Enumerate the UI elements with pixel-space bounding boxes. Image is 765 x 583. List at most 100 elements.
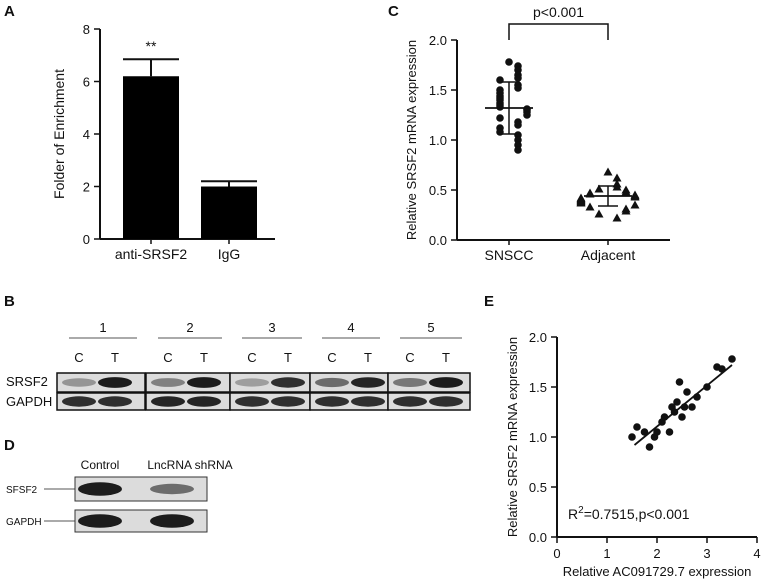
x-tick-label: IgG <box>218 246 241 262</box>
blot-band <box>235 396 269 407</box>
data-point <box>675 378 684 386</box>
data-point <box>514 146 522 154</box>
lane-label: C <box>163 350 172 365</box>
data-point <box>665 428 674 436</box>
x-tick-label: SNSCC <box>484 247 533 263</box>
panel-label-b: B <box>4 293 15 310</box>
data-point <box>603 167 613 176</box>
blot-band <box>187 377 221 388</box>
y-tick-label: 4 <box>83 127 90 142</box>
group-label: 5 <box>427 320 434 335</box>
x-axis-label: Relative AC091729.7 expression <box>563 564 752 579</box>
y-tick-label: 0 <box>83 232 90 247</box>
lane-label: LncRNA shRNA <box>147 458 232 472</box>
lane-label: Control <box>81 458 120 472</box>
lane-label: T <box>200 350 208 365</box>
panel-label-d: D <box>4 437 15 454</box>
lane-label: C <box>405 350 414 365</box>
data-point <box>621 187 631 196</box>
blot-band <box>150 514 194 528</box>
blot-band <box>315 396 349 407</box>
y-tick-label: 2 <box>83 180 90 195</box>
blot-band <box>187 396 221 407</box>
y-tick-label: 1.0 <box>529 430 547 445</box>
panel-label-a: A <box>4 3 15 20</box>
lane-label: T <box>364 350 372 365</box>
blot-row-label: GAPDH <box>6 517 42 528</box>
y-axis-label: Relative SRSF2 mRNA expression <box>505 337 520 537</box>
data-point <box>683 388 691 396</box>
y-tick-label: 1.0 <box>429 133 447 148</box>
data-point <box>621 206 631 215</box>
bar <box>123 76 179 239</box>
x-tick-label: 0 <box>553 546 560 561</box>
r-squared-label: R2=0.7515,p<0.001 <box>568 505 690 522</box>
blot-band <box>351 396 385 407</box>
group-label: 2 <box>186 320 193 335</box>
x-tick-label: anti-SRSF2 <box>115 246 188 262</box>
blot-band <box>271 396 305 407</box>
r-squared-stats: =0.7515,p<0.001 <box>584 506 690 522</box>
y-tick-label: 8 <box>83 22 90 37</box>
y-tick-label: 0.5 <box>529 480 547 495</box>
blot-band <box>393 396 427 407</box>
blot-band <box>393 378 427 387</box>
p-value-label: p<0.001 <box>533 4 584 20</box>
data-point <box>628 433 636 441</box>
data-point <box>505 58 513 66</box>
data-point <box>523 111 531 119</box>
blot-band <box>151 396 185 407</box>
y-tick-label: 2.0 <box>429 33 447 48</box>
data-point <box>612 213 622 222</box>
blot-band <box>98 396 132 407</box>
fit-line <box>633 364 733 446</box>
x-tick-label: Adjacent <box>581 247 636 263</box>
blot-band <box>150 483 194 495</box>
data-point <box>630 192 640 201</box>
blot-band <box>78 482 122 496</box>
blot-band <box>351 377 385 388</box>
data-point <box>653 428 661 436</box>
data-point <box>640 428 649 436</box>
data-point <box>496 103 504 111</box>
group-label: 1 <box>99 320 106 335</box>
blot-row-label: GAPDH <box>6 394 52 409</box>
blot-band <box>315 377 349 388</box>
data-point <box>728 355 736 363</box>
data-point <box>645 443 654 451</box>
panel-label-c: C <box>388 3 399 20</box>
data-point <box>688 403 696 411</box>
lane-label: T <box>442 350 450 365</box>
data-point <box>514 74 522 82</box>
panel-label-e: E <box>484 293 494 310</box>
y-tick-label: 2.0 <box>529 330 547 345</box>
lane-label: C <box>327 350 336 365</box>
data-point <box>673 398 681 406</box>
bar <box>201 186 257 239</box>
y-tick-label: 0.0 <box>429 233 447 248</box>
lane-label: C <box>247 350 256 365</box>
x-tick-label: 3 <box>703 546 710 561</box>
chart-e: 0.0 0.5 1.0 1.5 2.0 0 1 2 3 4 Relative SRSF2 mRNA … <box>505 330 761 579</box>
data-point <box>514 121 522 129</box>
blot-band <box>78 514 122 528</box>
x-tick-label: 2 <box>653 546 660 561</box>
blot-band <box>235 378 269 387</box>
data-point <box>585 202 595 211</box>
significance-label: ** <box>146 38 157 54</box>
lane-label: T <box>111 350 119 365</box>
y-axis-label: Relative SRSF2 mRNA expression <box>404 40 419 240</box>
data-point <box>576 198 586 207</box>
lane-label: C <box>74 350 83 365</box>
blot-row-label: SFSF2 <box>6 485 38 496</box>
chart-a: 0 2 4 6 8 Folder of Enrichment anti-SRSF2 ** IgG <box>51 22 275 262</box>
group-label: 4 <box>347 320 354 335</box>
western-blot-d: Control LncRNA shRNA SFSF2 GAPDH <box>6 458 233 533</box>
data-point <box>612 173 622 182</box>
data-point <box>594 184 604 193</box>
y-tick-label: 1.5 <box>529 380 547 395</box>
data-point <box>514 84 522 92</box>
blot-band <box>429 377 463 388</box>
